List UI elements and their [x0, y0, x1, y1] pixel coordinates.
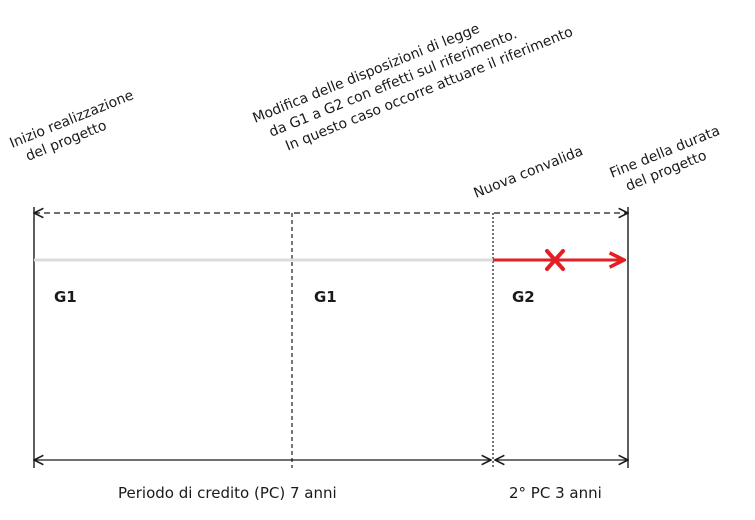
segment-label-g1-second: G1 — [314, 288, 337, 306]
segment-label-g1-first: G1 — [54, 288, 77, 306]
annotation-project-start: Inizio realizzazione del progetto — [8, 86, 147, 169]
annotation-project-end: Fine della durata del progetto — [608, 121, 734, 198]
annotation-law-change: Modifica delle disposizioni di legge da … — [251, 0, 576, 162]
cross-icon — [545, 249, 565, 271]
first-credit-period-label: Periodo di credito (PC) 7 anni — [118, 484, 337, 502]
second-credit-period-label: 2° PC 3 anni — [509, 484, 602, 502]
annotation-new-validation: Nuova convalida — [472, 143, 586, 201]
segment-label-g2: G2 — [512, 288, 535, 306]
